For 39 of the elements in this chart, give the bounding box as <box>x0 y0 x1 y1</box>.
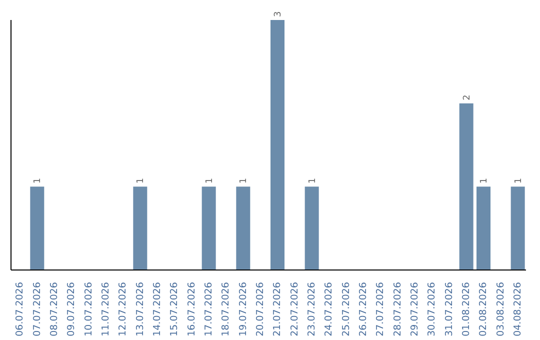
x-tick-label: 06.07.2026 <box>14 282 26 336</box>
x-tick-label: 02.08.2026 <box>478 282 490 336</box>
x-tick-label: 03.08.2026 <box>495 282 506 336</box>
x-tick-label: 26.07.2026 <box>358 282 369 336</box>
x-tick-label: 21.07.2026 <box>272 282 284 336</box>
data-label: 2 <box>462 94 472 100</box>
data-label: 1 <box>480 178 490 184</box>
data-label: 3 <box>274 11 284 17</box>
x-tick-label: 24.07.2026 <box>324 282 335 336</box>
x-tick-label: 27.07.2026 <box>375 282 386 336</box>
x-tick-label: 23.07.2026 <box>306 282 318 336</box>
x-tick-label: 11.07.2026 <box>100 282 112 336</box>
x-tick-label: 13.07.2026 <box>134 282 146 336</box>
x-tick-label: 25.07.2026 <box>340 282 352 336</box>
x-tick-label: 30.07.2026 <box>426 282 438 336</box>
x-tick-label: 22.07.2026 <box>289 282 300 336</box>
data-label: 1 <box>136 178 146 184</box>
x-tick-label: 12.07.2026 <box>118 282 129 336</box>
data-label: 1 <box>204 178 215 184</box>
x-tick-label: 10.07.2026 <box>83 282 94 336</box>
data-label: 1 <box>514 178 524 184</box>
x-tick-label: 29.07.2026 <box>409 282 420 336</box>
x-tick-label: 18.07.2026 <box>220 282 232 336</box>
x-tick-label: 31.07.2026 <box>444 282 455 336</box>
x-tick-label: 14.07.2026 <box>152 282 163 336</box>
x-tick-label: 04.08.2026 <box>512 282 524 336</box>
x-tick-label: 09.07.2026 <box>66 282 78 336</box>
x-tick-label: 19.07.2026 <box>238 282 249 336</box>
x-tick-label: 08.07.2026 <box>48 282 60 336</box>
data-label: 1 <box>33 178 44 184</box>
x-tick-label: 16.07.2026 <box>186 282 198 336</box>
x-tick-label: 15.07.2026 <box>169 282 180 336</box>
data-label: 1 <box>308 178 318 184</box>
data-label: 1 <box>239 178 250 184</box>
x-tick-label: 17.07.2026 <box>203 282 214 336</box>
x-tick-label: 01.08.2026 <box>460 282 472 336</box>
x-tick-label: 07.07.2026 <box>32 282 43 336</box>
x-tick-label: 20.07.2026 <box>254 282 266 336</box>
x-tick-label: 28.07.2026 <box>392 282 404 336</box>
